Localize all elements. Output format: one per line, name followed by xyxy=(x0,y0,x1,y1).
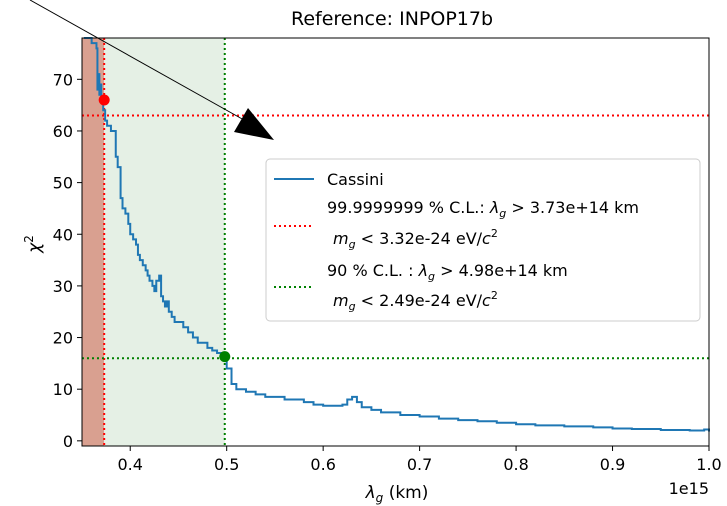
y-tick-label: 30 xyxy=(53,277,73,296)
y-tick-label: 70 xyxy=(53,70,73,89)
x-tick-label: 0.8 xyxy=(503,455,528,474)
y-tick-label: 40 xyxy=(53,225,73,244)
x-tick-label: 0.9 xyxy=(600,455,625,474)
shaded-regions xyxy=(82,38,225,446)
y-ticks: 0 10 20 30 40 50 60 70 xyxy=(53,70,82,451)
x-offset-label: 1e15 xyxy=(669,479,709,498)
legend: Cassini 99.9999999 % C.L.: λg > 3.73e+14… xyxy=(265,158,701,322)
series-layer xyxy=(83,37,710,432)
annotation-arrowhead xyxy=(234,108,274,140)
x-tick-label: 1.0 xyxy=(696,455,721,474)
legend-label-green-line2: mg < 2.49e-24 eV/c2 xyxy=(333,289,498,313)
y-tick-label: 0 xyxy=(63,432,73,451)
markers xyxy=(98,94,231,363)
x-tick-label: 0.5 xyxy=(214,455,239,474)
y-axis-label: χ2 xyxy=(22,235,45,254)
y-tick-label: 60 xyxy=(53,122,73,141)
legend-label-green-line1: 90 % C.L. : λg > 4.98e+14 km xyxy=(327,261,568,283)
x-axis-label: λg (km) xyxy=(365,483,429,505)
marker-point-red xyxy=(98,94,110,106)
marker-point-green xyxy=(219,351,231,363)
x-ticks: 0.4 0.5 0.6 0.7 0.8 0.9 1.0 xyxy=(118,446,722,474)
legend-box xyxy=(265,158,701,322)
x-tick-label: 0.4 xyxy=(118,455,143,474)
series-line-cassini xyxy=(83,37,710,432)
shaded-region-green xyxy=(104,38,225,446)
y-tick-label: 20 xyxy=(53,329,73,348)
shaded-region-red xyxy=(82,38,105,446)
chart-title: Reference: INPOP17b xyxy=(291,8,493,30)
legend-label-cassini: Cassini xyxy=(327,170,384,189)
y-tick-label: 10 xyxy=(53,380,73,399)
y-tick-label: 50 xyxy=(53,174,73,193)
threshold-lines xyxy=(82,38,709,446)
plot-frame xyxy=(81,37,710,447)
x-tick-label: 0.6 xyxy=(310,455,335,474)
annotation-arrow-line xyxy=(29,0,245,121)
legend-label-red-line2: mg < 3.32e-24 eV/c2 xyxy=(333,227,498,251)
legend-label-red-line1: 99.9999999 % C.L.: λg > 3.73e+14 km xyxy=(327,198,639,220)
x-tick-label: 0.7 xyxy=(407,455,432,474)
